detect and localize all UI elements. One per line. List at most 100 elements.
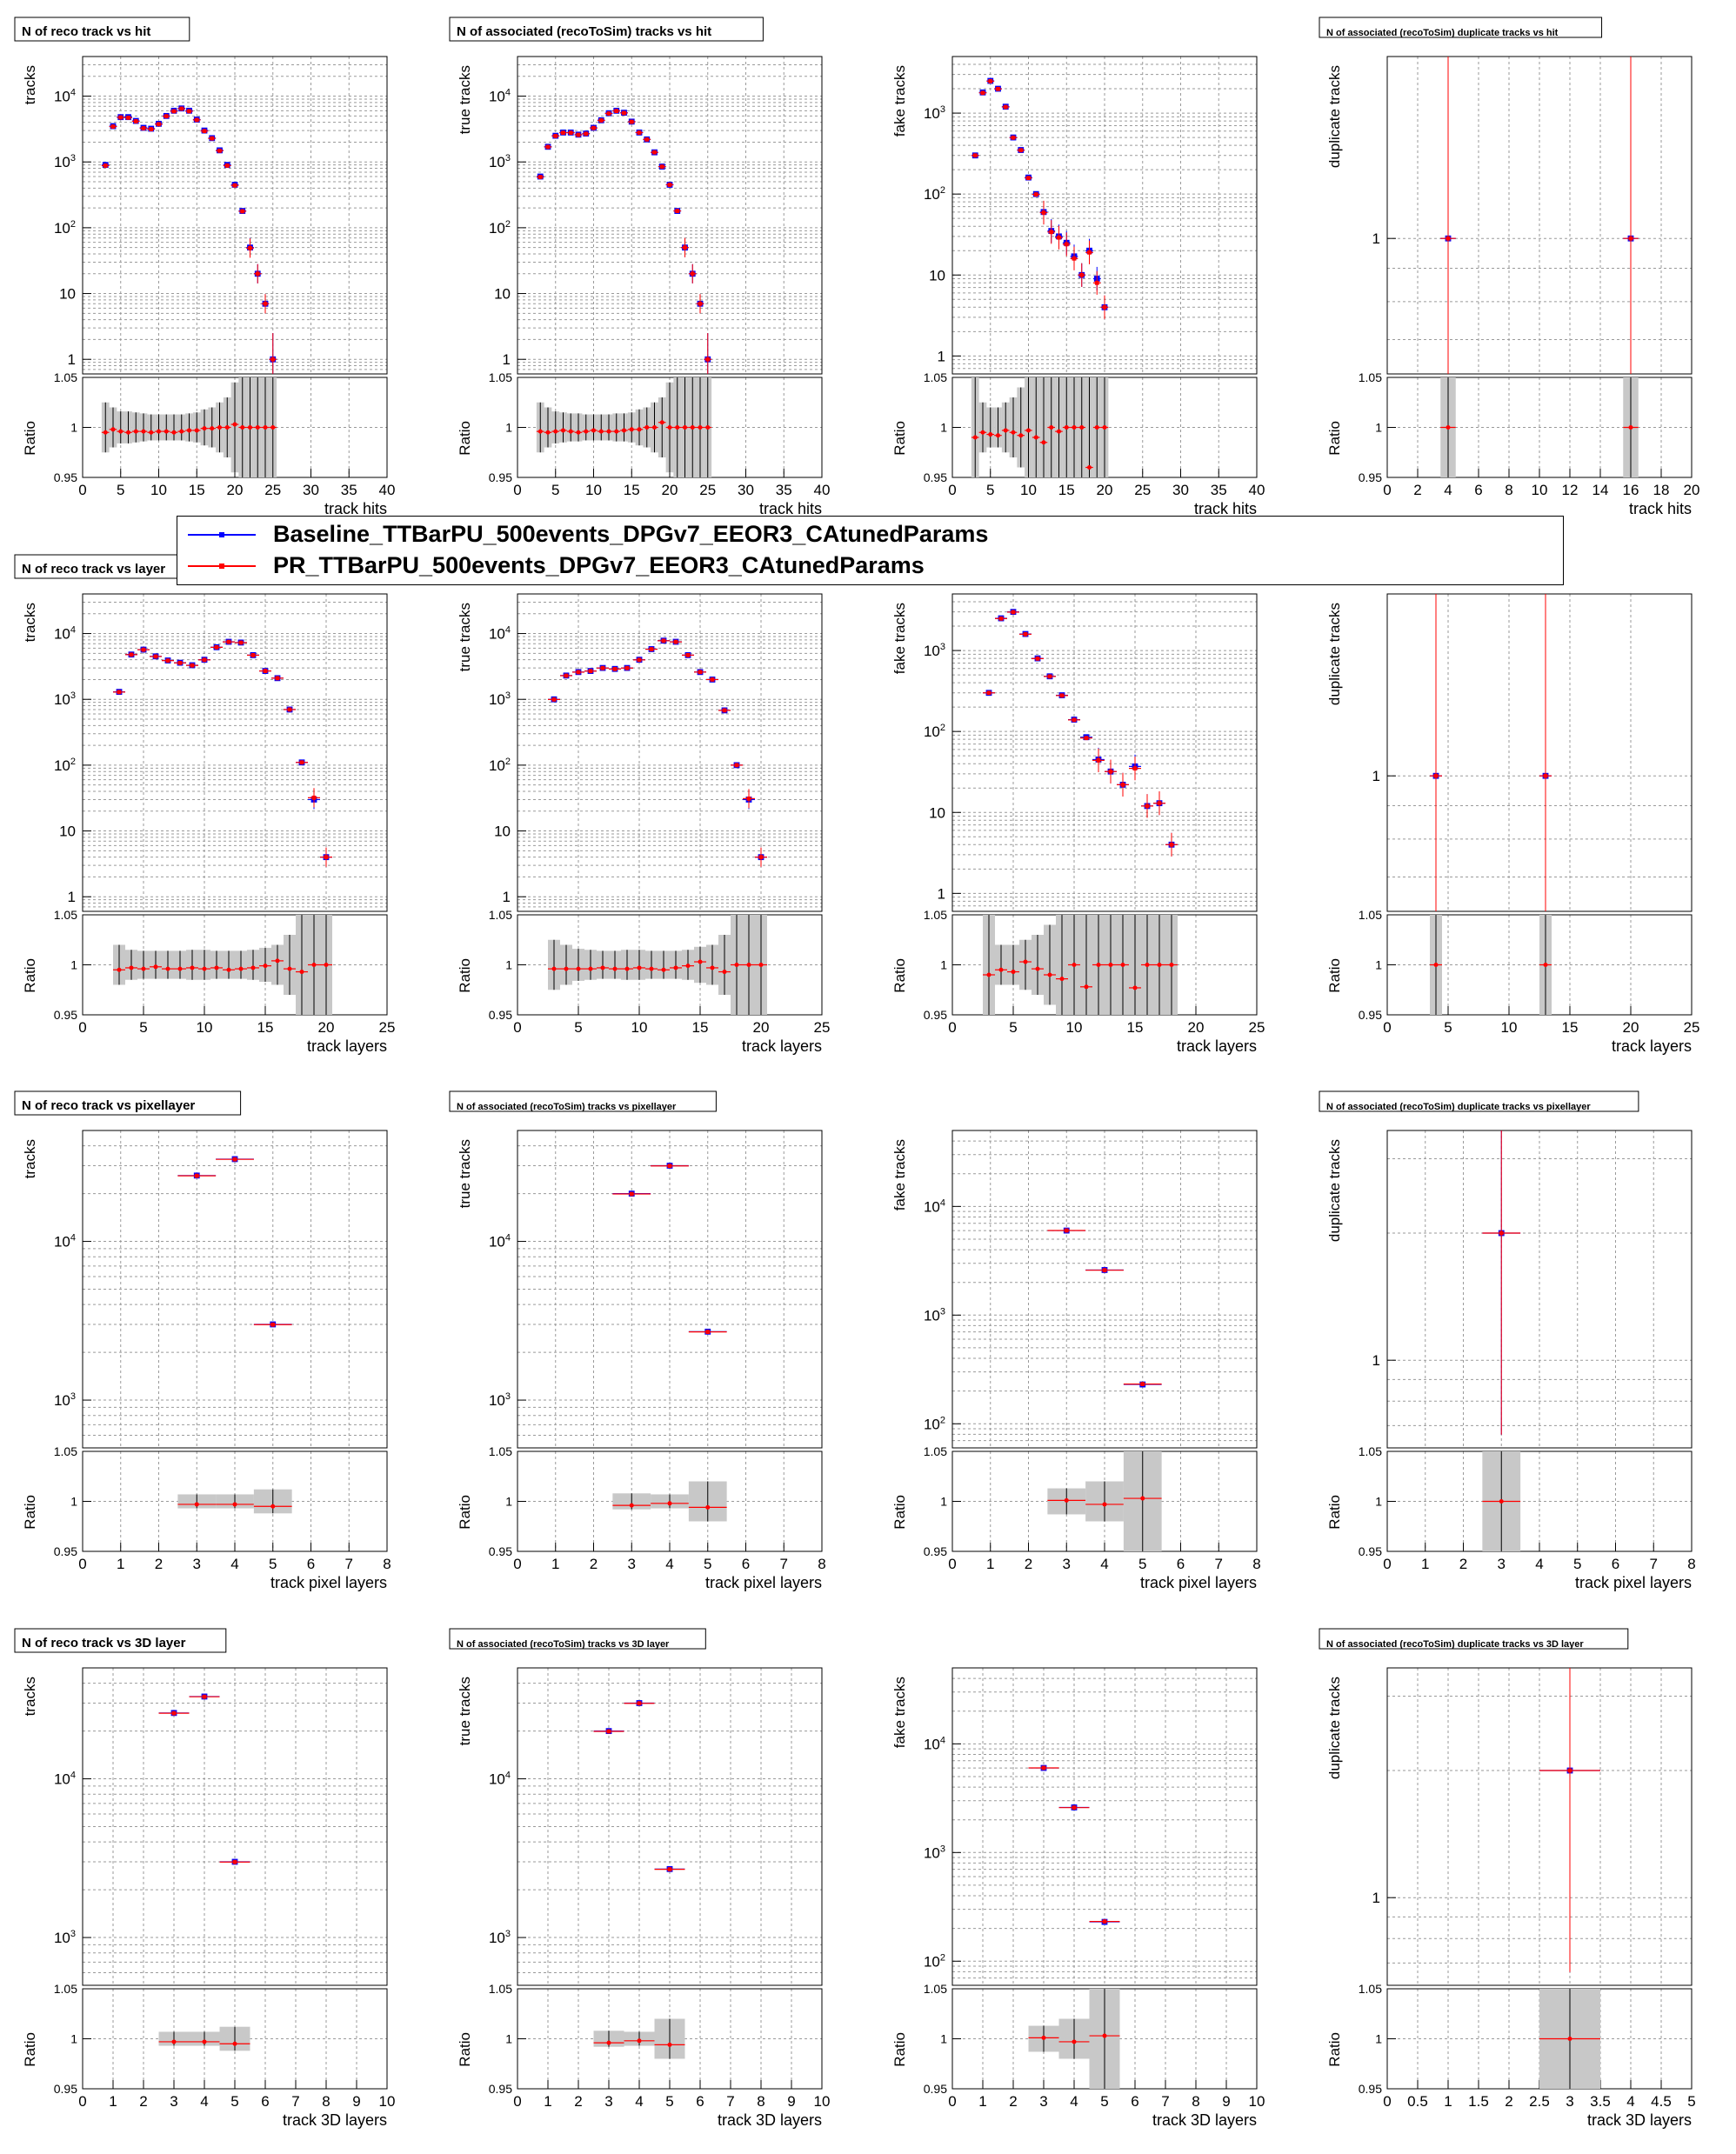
ratio-y-axis-label: Ratio: [891, 1495, 908, 1530]
ratio-point: [986, 972, 992, 977]
legend-entry-pr: PR_TTBarPU_500events_DPGv7_EEOR3_CAtuned…: [177, 550, 1563, 582]
ratio-point: [1120, 963, 1125, 967]
ratio-point: [705, 425, 711, 430]
ratio-point: [141, 966, 146, 971]
pr-point: [129, 652, 134, 657]
ratio-point: [1543, 963, 1548, 967]
ratio-y-tick-label: 1: [940, 421, 947, 435]
pr-point: [287, 707, 292, 712]
x-tick-label: 8: [818, 1556, 825, 1572]
ratio-y-tick-label: 0.95: [54, 1544, 77, 1558]
plot-frame: [82, 1130, 388, 1449]
ratio-point: [1079, 425, 1085, 430]
ratio-point: [232, 1502, 237, 1507]
ratio-point: [190, 965, 195, 970]
ratio-point: [698, 425, 703, 430]
x-tick-label: 3: [1498, 1556, 1506, 1572]
ratio-point: [698, 959, 703, 964]
ratio-y-tick-label: 1: [1375, 2032, 1382, 2046]
pr-point: [202, 1694, 207, 1699]
pr-point: [661, 638, 666, 644]
x-tick-label: 5: [665, 2093, 673, 2110]
pr-point: [591, 125, 596, 130]
ratio-y-tick-label: 1.05: [54, 1444, 77, 1458]
x-axis-label: track layers: [742, 1037, 822, 1055]
ratio-y-tick-label: 1: [1375, 1495, 1382, 1509]
x-axis-label: track layers: [1612, 1037, 1692, 1055]
ratio-point: [612, 966, 618, 971]
x-tick-label: 10: [1249, 2093, 1265, 2110]
pr-point: [255, 271, 260, 277]
pr-point: [1102, 304, 1107, 310]
legend: Baseline_TTBarPU_500events_DPGv7_EEOR3_C…: [177, 516, 1564, 585]
ratio-point: [667, 425, 672, 430]
y-axis-label: true tracks: [457, 1139, 473, 1208]
pr-point: [141, 126, 146, 130]
x-tick-label: 5: [551, 482, 559, 498]
pr-point: [1446, 236, 1451, 241]
ratio-point: [1072, 425, 1077, 430]
pr-point: [988, 78, 993, 83]
ratio-point: [637, 2038, 642, 2044]
x-tick-label: 3: [1063, 1556, 1071, 1572]
chart-title-box: [14, 17, 190, 42]
pr-point: [299, 760, 304, 765]
ratio-point: [996, 433, 1000, 438]
pr-point: [263, 669, 268, 673]
ratio-y-axis-label: Ratio: [22, 958, 38, 993]
x-tick-label: 2: [590, 1556, 598, 1572]
pr-point: [210, 136, 215, 141]
ratio-point: [659, 420, 664, 425]
y-tick-label: 103: [924, 1306, 945, 1324]
x-tick-label: 20: [1188, 1019, 1205, 1036]
pr-point: [629, 1191, 634, 1197]
y-tick-label: 103: [489, 1391, 511, 1409]
ratio-point: [553, 429, 558, 434]
pr-point: [1079, 272, 1085, 277]
chart-panel: 102 103 104 fake tracks 0.95 1 1.05 Ratio 0 1 2 3 4 5…: [891, 1667, 1265, 2129]
ratio-y-tick-label: 1.05: [1359, 370, 1382, 384]
x-tick-label: 20: [753, 1019, 770, 1036]
x-tick-label: 5: [230, 2093, 238, 2110]
ratio-point: [1499, 1499, 1504, 1504]
pr-point: [649, 647, 654, 651]
ratio-point: [1102, 425, 1107, 430]
ratio-point: [324, 963, 329, 967]
ratio-y-tick-label: 0.95: [489, 2082, 512, 2096]
x-tick-label: 2.5: [1529, 2093, 1550, 2110]
ratio-y-axis-label: Ratio: [891, 2032, 908, 2067]
x-tick-label: 40: [1249, 482, 1265, 498]
ratio-y-tick-label: 1.05: [924, 1982, 947, 1996]
chart-title-text: N of associated (recoToSim) tracks vs 3D…: [457, 1639, 670, 1650]
y-tick-label: 103: [489, 1929, 511, 1946]
chart-panel: N of reco track vs layer110102103104trac…: [14, 554, 395, 1055]
ratio-y-axis-label: Ratio: [457, 958, 473, 993]
ratio-point: [584, 429, 589, 434]
y-axis-label: fake tracks: [891, 1139, 908, 1210]
x-tick-label: 0: [948, 1556, 956, 1572]
ratio-y-tick-label: 1: [505, 421, 512, 435]
pr-point: [972, 153, 978, 158]
pr-point: [698, 670, 703, 675]
x-tick-label: 30: [738, 482, 754, 498]
ratio-point: [270, 425, 276, 430]
pr-point: [263, 301, 268, 306]
pr-point: [171, 109, 177, 114]
pr-point: [1628, 236, 1633, 241]
x-tick-label: 1: [109, 2093, 117, 2110]
pr-point: [1047, 674, 1052, 679]
pr-point: [224, 163, 230, 168]
x-tick-label: 3: [628, 1556, 636, 1572]
ratio-point: [1145, 963, 1150, 967]
ratio-point: [171, 430, 177, 435]
y-axis-label: true tracks: [457, 1677, 473, 1745]
ratio-point: [248, 425, 252, 430]
ratio-y-axis-label: Ratio: [22, 421, 38, 456]
pr-point: [1567, 1768, 1572, 1773]
pr-point: [226, 639, 231, 644]
pr-point: [705, 1330, 711, 1335]
y-axis-label: tracks: [22, 65, 38, 104]
x-tick-label: 2: [155, 1556, 163, 1572]
x-tick-label: 35: [776, 482, 792, 498]
ratio-point: [1072, 963, 1077, 967]
